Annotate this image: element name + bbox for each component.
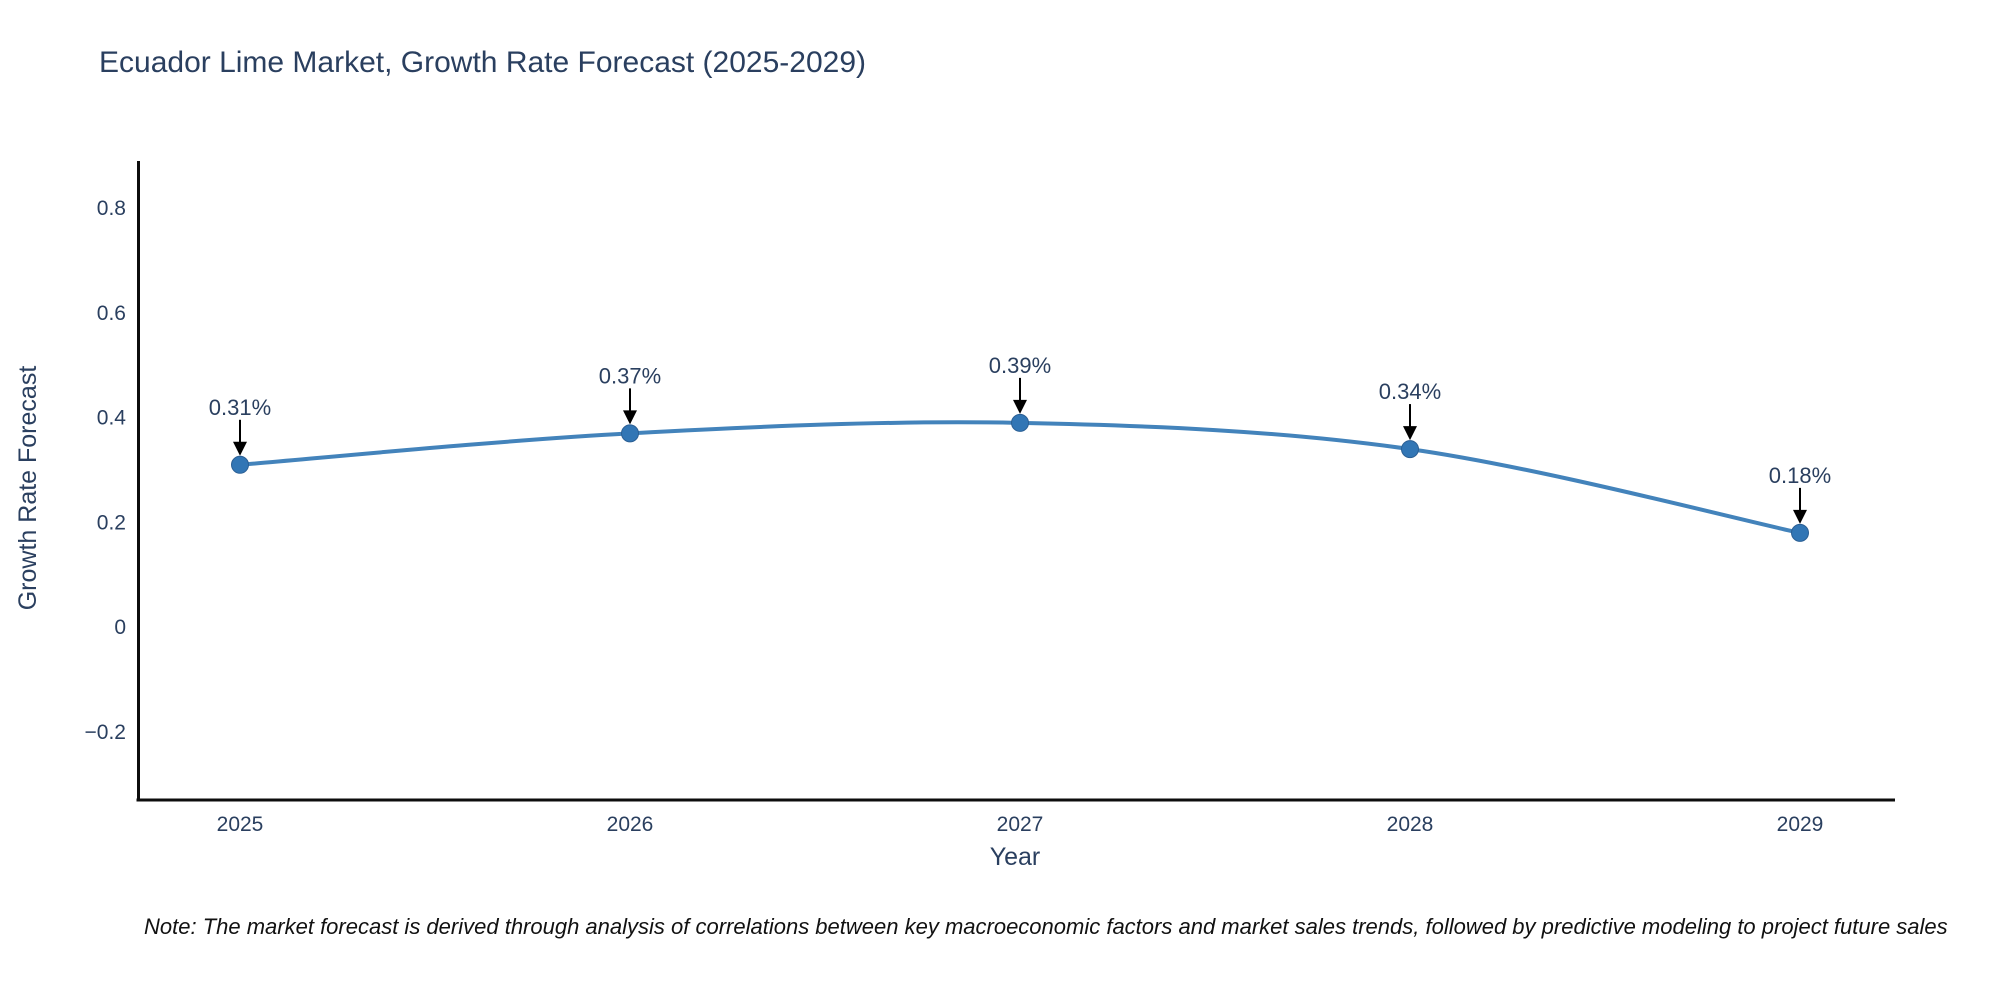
data-point-2027[interactable]	[1011, 413, 1029, 432]
annotation-arrowhead-icon	[623, 410, 637, 425]
x-tick-label: 2029	[1777, 813, 1824, 836]
annotation-arrowhead-icon	[233, 441, 247, 456]
y-tick-label: −0.2	[85, 721, 126, 744]
x-tick-label: 2027	[997, 813, 1044, 836]
data-point-2025[interactable]	[231, 455, 249, 474]
data-point-2026[interactable]	[621, 424, 639, 443]
annotation-label: 0.39%	[989, 353, 1051, 378]
footnote: Note: The market forecast is derived thr…	[144, 914, 1948, 939]
y-tick-label: 0.4	[97, 407, 127, 430]
x-tick-label: 2026	[607, 813, 654, 836]
data-line	[238, 420, 1802, 535]
annotation-arrowhead-icon	[1403, 426, 1417, 441]
data-point-2029[interactable]	[1791, 523, 1809, 542]
annotation-label: 0.31%	[209, 395, 271, 420]
y-tick-label: 0.2	[97, 511, 126, 534]
chart-title: Ecuador Lime Market, Growth Rate Forecas…	[99, 46, 867, 79]
y-tick-label: 0.8	[97, 197, 126, 220]
annotation-label: 0.37%	[599, 363, 661, 388]
y-tick-label: 0	[114, 616, 126, 639]
x-tick-label: 2028	[1387, 813, 1434, 836]
annotation-label: 0.18%	[1769, 463, 1831, 488]
annotation-arrowhead-icon	[1793, 509, 1807, 524]
data-point-2028[interactable]	[1401, 440, 1419, 459]
x-axis-title: Year	[989, 843, 1041, 871]
x-tick-label: 2025	[217, 813, 264, 836]
annotation-label: 0.34%	[1379, 379, 1441, 404]
annotation-arrowhead-icon	[1013, 399, 1027, 414]
y-tick-label: 0.6	[97, 302, 126, 325]
